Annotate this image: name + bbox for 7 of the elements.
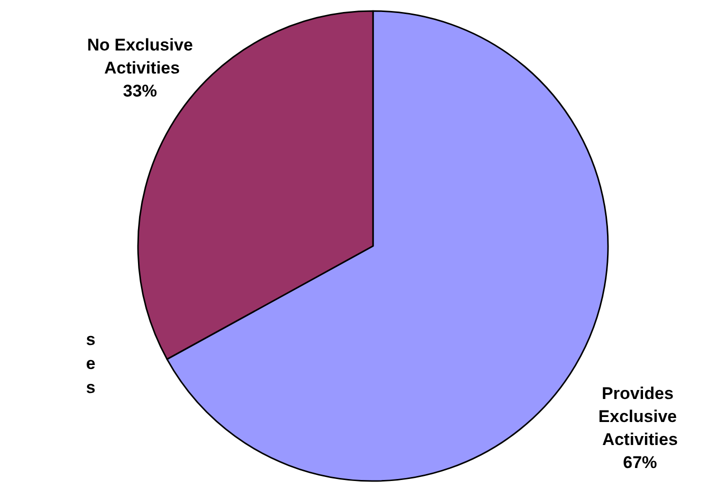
- data-label: 33%: [122, 82, 158, 100]
- text: s: [86, 330, 96, 350]
- text: s: [86, 378, 96, 398]
- text: e: [86, 354, 96, 374]
- slice-label: No Exclusive Activities: [87, 36, 193, 78]
- data-label: 67%: [622, 453, 658, 472]
- slice-label: Provides Exclusive Activities: [598, 384, 682, 449]
